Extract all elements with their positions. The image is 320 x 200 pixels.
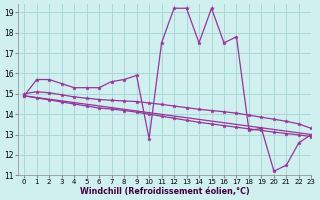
X-axis label: Windchill (Refroidissement éolien,°C): Windchill (Refroidissement éolien,°C) — [80, 187, 250, 196]
